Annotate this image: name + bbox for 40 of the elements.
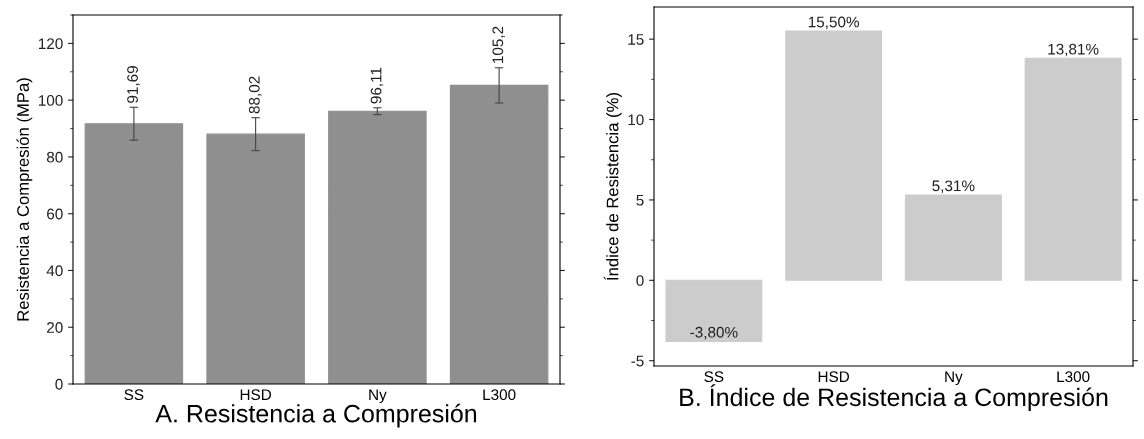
x-tick-label: L300 xyxy=(483,389,516,401)
y-tick-label: 15 xyxy=(628,34,644,45)
bar xyxy=(904,194,1002,281)
y-tick-label: 100 xyxy=(38,95,63,106)
x-tick-label: Ny xyxy=(945,371,963,386)
bar xyxy=(785,30,883,281)
x-tick-label: HSD xyxy=(240,389,272,401)
bar xyxy=(206,133,305,384)
text: A. Resistencia a Compresión xyxy=(155,403,477,428)
y-axis-title: Índice de Resistencia (%) xyxy=(603,93,622,280)
data-label: 96,11 xyxy=(370,67,384,104)
bar xyxy=(328,110,427,384)
x-tick-label: Ny xyxy=(369,389,387,404)
data-label: 105,2 xyxy=(492,26,506,63)
data-label: 88,02 xyxy=(248,76,262,114)
y-tick-label: 10 xyxy=(628,114,644,126)
y-tick-label: 60 xyxy=(47,208,63,220)
text: B. Índice de Resistencia a Compresión xyxy=(680,384,1108,412)
y-tick-label: 40 xyxy=(46,265,63,277)
x-tick-label: SS xyxy=(704,371,724,383)
bar xyxy=(665,279,763,342)
bar xyxy=(84,123,184,384)
y-tick-label: 0 xyxy=(55,378,63,390)
y-axis-title: Resistencia a Compresión (MPa) xyxy=(16,78,33,321)
data-label: 5,31% xyxy=(932,180,975,194)
y-tick-label: 80 xyxy=(46,151,63,163)
data-label: 13,81% xyxy=(1048,43,1099,57)
y-tick-label: 5 xyxy=(636,194,644,206)
data-label: 15,50% xyxy=(808,16,859,30)
x-tick-label: SS xyxy=(124,389,144,401)
y-tick-label: -5 xyxy=(631,355,644,367)
y-tick-label: 0 xyxy=(636,275,644,286)
y-tick-label: 20 xyxy=(47,322,63,333)
bar xyxy=(1024,57,1122,281)
x-tick-label: HSD xyxy=(818,371,850,383)
data-label: -3,80% xyxy=(690,326,738,340)
data-label: 91,69 xyxy=(127,66,140,103)
bar xyxy=(449,84,549,384)
y-tick-label: 120 xyxy=(38,38,63,50)
x-tick-label: L300 xyxy=(1057,371,1090,383)
